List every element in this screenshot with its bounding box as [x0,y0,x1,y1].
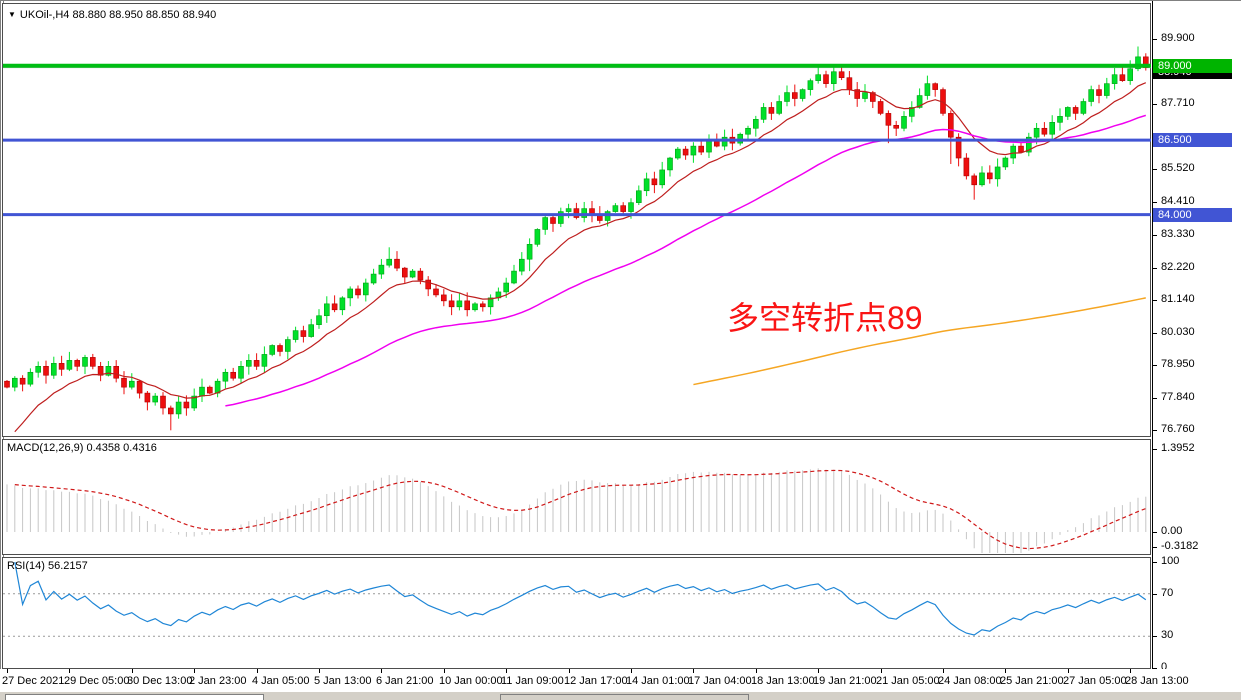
macd-axis-tick-label: 1.3952 [1161,442,1195,454]
price-axis-tick [1153,39,1157,40]
time-axis-label: 4 Jan 05:00 [252,675,310,687]
time-axis-label: 27 Jan 05:00 [1063,675,1127,687]
chevron-down-icon[interactable]: ▼ [8,10,16,19]
price-axis-tick [1153,365,1157,366]
macd-axis-tick-label: 0.00 [1161,525,1183,537]
rsi-axis-tick-label: 70 [1161,587,1174,599]
macd-axis-tick [1153,449,1157,450]
resistance-89-badge[interactable]: 89.000 [1153,59,1232,73]
support-84-badge[interactable]: 84.000 [1153,208,1232,222]
time-axis-tick [69,669,70,673]
macd-indicator-label: MACD(12,26,9) 0.4358 0.4316 [7,442,157,454]
time-axis-tick [881,669,882,673]
time-axis-label: 6 Jan 21:00 [376,675,434,687]
support-865-badge[interactable]: 86.500 [1153,133,1232,147]
bottom-tab-2 [500,694,749,700]
time-axis-label: 2 Jan 23:00 [189,675,247,687]
time-axis-tick [506,669,507,673]
time-axis-tick [257,669,258,673]
price-chart-panel[interactable] [2,3,1151,437]
rsi-axis-tick-label: 30 [1161,629,1174,641]
macd-axis-tick-label: -0.3182 [1161,540,1199,552]
time-axis-tick [943,669,944,673]
time-axis-tick [444,669,445,673]
window-left-edge [0,1,1,700]
bottom-toolbar-strip [0,691,1241,700]
time-axis-label: 21 Jan 05:00 [876,675,940,687]
rsi-axis-tick [1153,668,1157,669]
rsi-axis-tick-label: 100 [1161,555,1180,567]
time-axis-label: 12 Jan 17:00 [564,675,628,687]
price-axis-tick-label: 76.760 [1161,423,1195,435]
time-axis-tick [381,669,382,673]
time-axis-tick [569,669,570,673]
rsi-axis-tick [1153,636,1157,637]
price-axis-tick [1153,398,1157,399]
time-axis-label: 18 Jan 13:00 [751,675,815,687]
time-axis-label: 19 Jan 21:00 [813,675,877,687]
time-axis-tick [693,669,694,673]
time-axis-tick [132,669,133,673]
price-axis-tick-label: 83.330 [1161,228,1195,240]
rsi-axis-tick [1153,562,1157,563]
time-axis-tick [7,669,8,673]
time-axis-tick [631,669,632,673]
time-axis-tick [1068,669,1069,673]
time-axis-label: 5 Jan 13:00 [314,675,372,687]
time-axis-tick [1130,669,1131,673]
time-axis-tick [756,669,757,673]
price-axis-tick [1153,333,1157,334]
time-axis-label: 17 Jan 04:00 [688,675,752,687]
rsi-panel[interactable] [2,557,1151,669]
time-axis-tick [319,669,320,673]
time-axis-label: 10 Jan 00:00 [439,675,503,687]
bottom-tab-1 [5,694,264,700]
macd-axis-tick [1153,547,1157,548]
price-axis-tick-label: 87.710 [1161,97,1195,109]
time-axis-label: 29 Dec 05:00 [64,675,130,687]
price-axis-tick-label: 81.140 [1161,293,1195,305]
price-axis-tick [1153,430,1157,431]
price-axis-tick [1153,300,1157,301]
rsi-axis-tick [1153,594,1157,595]
symbol-ohlc-text: UKOil-,H4 88.880 88.950 88.850 88.940 [19,9,217,21]
price-axis-tick-label: 77.840 [1161,391,1195,403]
time-axis[interactable]: 27 Dec 2021 29 Dec 05:00 30 Dec 13:00 2 Jan… [0,669,1241,691]
price-axis-tick-label: 82.220 [1161,261,1195,273]
symbol-info-header[interactable]: ▼ UKOil-,H4 88.880 88.950 88.850 88.940 [8,9,216,21]
rsi-axis-tick-label: 0 [1161,661,1168,673]
time-axis-label: 28 Jan 13:00 [1125,675,1189,687]
time-axis-tick [1005,669,1006,673]
price-axis-tick-label: 78.950 [1161,358,1195,370]
price-axis-tick [1153,104,1157,105]
price-axis-tick [1153,169,1157,170]
price-axis-tick-label: 89.900 [1161,32,1195,44]
time-axis-tick [818,669,819,673]
time-axis-label: 27 Dec 2021 [2,675,65,687]
time-axis-tick [194,669,195,673]
time-axis-label: 30 Dec 13:00 [127,675,193,687]
price-axis-tick [1153,235,1157,236]
time-axis-label: 11 Jan 09:00 [501,675,564,687]
price-axis-line [1152,1,1153,691]
price-axis-tick [1153,268,1157,269]
rsi-indicator-label: RSI(14) 56.2157 [7,560,88,572]
price-axis-tick-label: 80.030 [1161,326,1195,338]
chart-annotation[interactable]: 多空转折点89 [727,300,923,336]
price-axis-tick-label: 85.520 [1161,162,1195,174]
time-axis-label: 14 Jan 01:00 [626,675,690,687]
price-axis-tick-label: 84.410 [1161,195,1195,207]
price-axis-tick [1153,202,1157,203]
macd-axis-tick [1153,532,1157,533]
macd-panel[interactable] [2,439,1151,555]
time-axis-label: 25 Jan 21:00 [1000,675,1064,687]
time-axis-label: 24 Jan 08:00 [938,675,1002,687]
